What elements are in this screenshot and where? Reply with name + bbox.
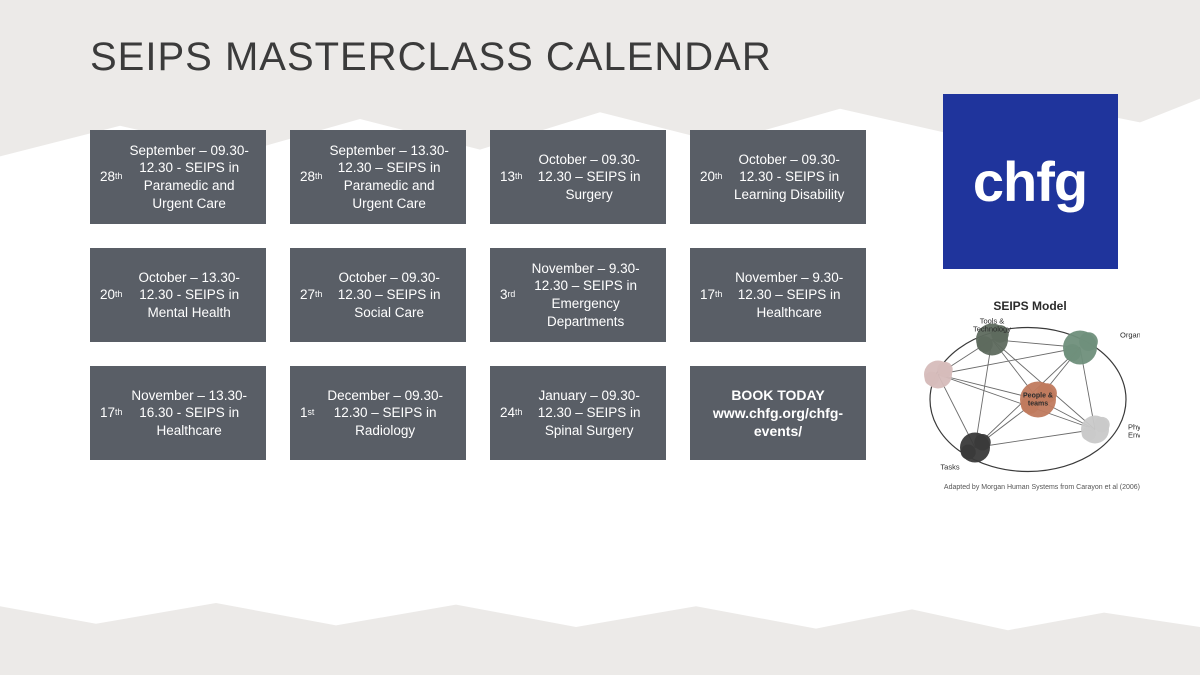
calendar-tile: 28th September – 09.30-12.30 - SEIPS in … bbox=[90, 130, 266, 224]
svg-text:Tasks: Tasks bbox=[940, 463, 959, 472]
seips-model-caption: Adapted by Morgan Human Systems from Car… bbox=[920, 484, 1140, 491]
calendar-tile: 17th November – 13.30-16.30 - SEIPS in H… bbox=[90, 366, 266, 460]
svg-text:Environment: Environment bbox=[1128, 431, 1140, 440]
calendar-tile: 13th October – 09.30-12.30 – SEIPS in Su… bbox=[490, 130, 666, 224]
calendar-tile: 20th October – 09.30-12.30 - SEIPS in Le… bbox=[690, 130, 866, 224]
seips-model-svg: ExternalEnvironmentTools &TechnologyOrga… bbox=[920, 317, 1140, 482]
calendar-tile: 1st December – 09.30-12.30 – SEIPS in Ra… bbox=[290, 366, 466, 460]
calendar-tile: 28th September – 13.30-12.30 – SEIPS in … bbox=[290, 130, 466, 224]
page-title: SEIPS MASTERCLASS CALENDAR bbox=[90, 34, 890, 80]
chfg-logo-text: chfg bbox=[973, 149, 1087, 214]
chfg-logo: chfg bbox=[943, 94, 1118, 269]
book-today-tile[interactable]: BOOK TODAYwww.chfg.org/chfg-events/ bbox=[690, 366, 866, 460]
side-column: chfg SEIPS Model ExternalEnvironmentTool… bbox=[890, 34, 1140, 655]
seips-model-diagram: SEIPS Model ExternalEnvironmentTools &Te… bbox=[920, 299, 1140, 491]
svg-text:People &: People & bbox=[1023, 393, 1053, 400]
calendar-tile: 27th October – 09.30-12.30 – SEIPS in So… bbox=[290, 248, 466, 342]
calendar-tile: 24th January – 09.30-12.30 – SEIPS in Sp… bbox=[490, 366, 666, 460]
calendar-tile: 17th November – 9.30-12.30 – SEIPS in He… bbox=[690, 248, 866, 342]
svg-text:Technology: Technology bbox=[973, 325, 1011, 334]
svg-text:teams: teams bbox=[1028, 401, 1048, 408]
svg-text:Organisation: Organisation bbox=[1120, 331, 1140, 340]
calendar-grid: 28th September – 09.30-12.30 - SEIPS in … bbox=[90, 130, 890, 460]
seips-model-title: SEIPS Model bbox=[993, 299, 1066, 313]
main-column: SEIPS MASTERCLASS CALENDAR 28th Septembe… bbox=[90, 34, 890, 655]
slide: SEIPS MASTERCLASS CALENDAR 28th Septembe… bbox=[0, 0, 1200, 675]
calendar-tile: 20th October – 13.30-12.30 - SEIPS in Me… bbox=[90, 248, 266, 342]
calendar-tile: 3rd November – 9.30-12.30 – SEIPS in Eme… bbox=[490, 248, 666, 342]
